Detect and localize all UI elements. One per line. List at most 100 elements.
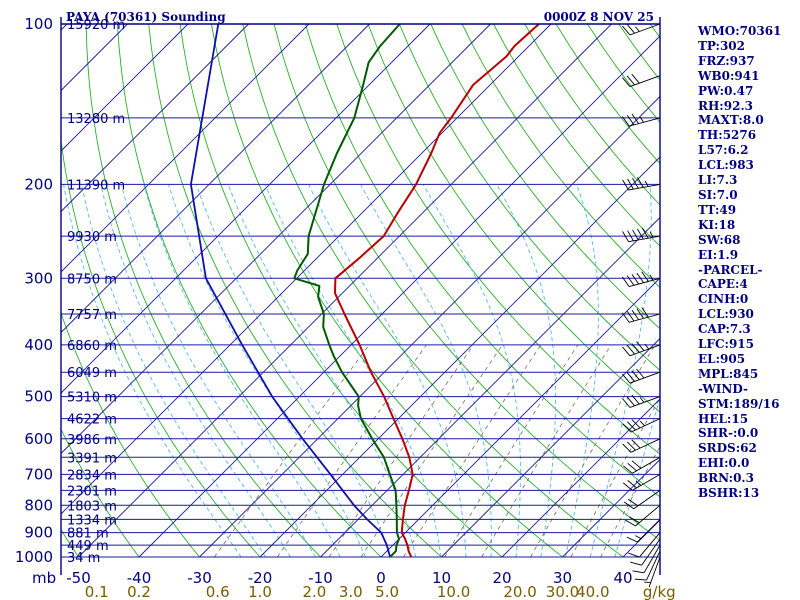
stability-index: CINH:0 <box>698 292 749 307</box>
isotherm-line <box>199 96 661 558</box>
stability-index: KI:18 <box>698 217 736 232</box>
wind-barb <box>622 418 661 433</box>
mixing-ratio-tick-label: 0.2 <box>127 583 151 600</box>
mixing-ratio-tick-label: 1.0 <box>248 583 272 600</box>
mixing-ratio-tick-label: 5.0 <box>375 583 399 600</box>
stability-index: LCL:983 <box>698 158 754 173</box>
stability-index: SI:7.0 <box>698 187 738 202</box>
stability-index: WMO:70361 <box>698 24 782 38</box>
temperature-tick-label: -30 <box>187 569 212 587</box>
temperature-tick-label: 0 <box>376 569 386 587</box>
dry-adiabat-line <box>273 23 661 541</box>
stability-index: EHI:0.0 <box>698 456 750 471</box>
isotherm-line <box>441 338 661 558</box>
moist-adiabat-line <box>264 184 442 558</box>
mixing-ratio-tick-label: 0.1 <box>85 583 109 600</box>
dry-adiabat-line <box>179 23 503 558</box>
height-label: 34 m <box>67 551 100 566</box>
mixing-ratio-line <box>444 344 579 558</box>
height-label: 5310 m <box>67 391 117 406</box>
pressure-label: 400 <box>24 336 53 354</box>
isotherm-line <box>60 23 370 333</box>
height-label: 881 m <box>67 527 109 542</box>
height-labels: 15920 m 13280 m 11390 m 9930 m 8750 m 7757 m 6… <box>67 18 125 566</box>
temperature-tick-label: 40 <box>613 569 632 587</box>
wind-barb <box>630 538 661 566</box>
isotherm-line <box>320 217 661 558</box>
pressure-label: 800 <box>24 496 53 514</box>
moist-adiabat-line <box>422 184 521 558</box>
wind-barb <box>622 394 661 408</box>
height-label: 1803 m <box>67 499 117 514</box>
pressure-label: 100 <box>24 15 53 33</box>
pressure-label: 600 <box>24 430 53 448</box>
wind-barb <box>632 544 661 574</box>
isotherm-line <box>259 156 661 558</box>
temperature-tick-label: -40 <box>127 569 152 587</box>
temperature-tick-label: 30 <box>553 569 572 587</box>
wind-barb <box>625 504 661 527</box>
isotherm-line <box>562 459 661 558</box>
wind-barb <box>622 307 661 323</box>
isotherm-line <box>380 277 661 558</box>
moist-adiabat-line <box>308 184 467 557</box>
moist-adiabat-line <box>168 184 366 558</box>
stability-index: SW:68 <box>698 232 741 247</box>
stability-index: EL:905 <box>698 351 746 366</box>
stability-index: L57:6.2 <box>698 143 749 158</box>
stability-index: LFC:915 <box>698 337 754 352</box>
temperature-curve <box>334 23 540 558</box>
stability-index: LCL:930 <box>698 307 754 322</box>
height-label: 15920 m <box>67 18 125 33</box>
moist-adiabat-line <box>565 184 599 558</box>
height-label: 11390 m <box>67 178 125 193</box>
stability-index: HEL:15 <box>698 411 749 426</box>
pressure-label: 700 <box>24 465 53 483</box>
dry-adiabat-line <box>85 23 321 558</box>
mixing-ratio-tick-label: 3.0 <box>339 583 363 600</box>
mixing-ratio-line <box>360 344 503 558</box>
dewpoint-curve <box>293 23 401 558</box>
mixing-ratio-tick-label: 0.6 <box>206 583 230 600</box>
dry-adiabat-line <box>210 23 563 558</box>
stability-index: CAP:7.3 <box>698 322 751 337</box>
dewpoint-trace <box>293 23 401 558</box>
height-label: 6049 m <box>67 366 117 381</box>
isotherm-line <box>60 23 128 91</box>
moist-adiabat-line <box>100 184 291 558</box>
temperature-tick-label: 10 <box>432 569 451 587</box>
isotherm-line <box>60 23 310 273</box>
mixing-ratio-tick-label: 20.0 <box>503 583 536 600</box>
dry-adiabat-line <box>461 23 661 288</box>
stability-index: MAXT:8.0 <box>698 113 764 128</box>
stability-index: TH:5276 <box>698 128 757 143</box>
height-label: 2301 m <box>67 484 117 499</box>
mixing-ratio-tick-label: 30.0 <box>546 583 579 600</box>
pressure-axis-label: mb <box>32 569 56 587</box>
parcel-trace <box>190 23 391 558</box>
stability-index: BSHR:13 <box>698 486 760 501</box>
stability-index: SRDS:62 <box>698 441 757 456</box>
isotherm-line <box>138 35 661 558</box>
dry-adiabat-line <box>336 23 661 455</box>
chart-datetime: 0000Z 8 NOV 25 <box>544 10 654 24</box>
pressure-label: 300 <box>24 269 53 287</box>
stability-index: BRN:0.3 <box>698 471 754 486</box>
moist-adiabat-line <box>614 397 661 558</box>
mixing-ratio-tick-labels: 0.1 0.2 0.6 1.0 2.0 3.0 5.0 10.0 20.0 30.040.0 g/k… <box>85 583 676 600</box>
wind-barb <box>622 23 661 36</box>
height-label: 6860 m <box>67 339 117 354</box>
isotherm-line <box>60 23 431 394</box>
height-label: 3986 m <box>67 433 117 448</box>
mixing-ratio-tick-label: g/kg <box>643 583 676 600</box>
dry-adiabat-line <box>649 23 661 38</box>
stability-index: MPL:845 <box>698 366 759 381</box>
height-label: 1334 m <box>67 513 117 528</box>
wind-barb <box>623 490 661 510</box>
isotherm-line <box>60 23 552 515</box>
parcel-curve <box>190 23 391 558</box>
stability-index: PW:0.47 <box>698 83 754 98</box>
stability-index: STM:189/16 <box>698 396 780 411</box>
isotherm-line <box>60 23 491 454</box>
